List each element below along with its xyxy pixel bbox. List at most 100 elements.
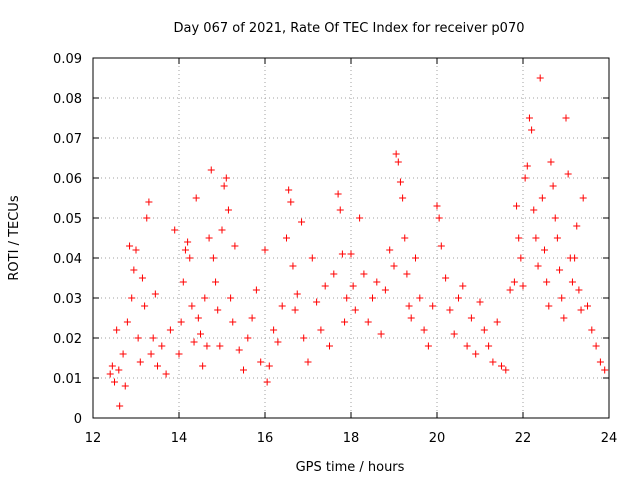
data-point (534, 262, 542, 270)
x-axis-label: GPS time / hours (296, 460, 405, 475)
y-tick-label: 0.03 (53, 292, 82, 307)
data-point (179, 278, 187, 286)
data-point (336, 206, 344, 214)
y-tick-label: 0.08 (53, 92, 82, 107)
data-point (405, 302, 413, 310)
data-point (229, 318, 237, 326)
data-point (192, 194, 200, 202)
data-point (396, 178, 404, 186)
data-point (143, 214, 151, 222)
data-point (446, 306, 454, 314)
data-point (360, 270, 368, 278)
data-point (536, 74, 544, 82)
data-point (532, 234, 540, 242)
data-point (571, 254, 579, 262)
data-point (596, 358, 604, 366)
data-point (220, 182, 228, 190)
data-point (568, 278, 576, 286)
data-point (111, 378, 118, 386)
data-point (283, 234, 290, 242)
data-point (364, 318, 372, 326)
data-point (472, 350, 480, 358)
data-point (138, 274, 146, 282)
data-point (209, 254, 217, 262)
data-point (121, 382, 129, 390)
data-point (218, 226, 226, 234)
data-point (199, 362, 207, 370)
y-tick-label: 0 (74, 412, 82, 427)
data-point (171, 226, 179, 234)
y-tick-label: 0.05 (53, 212, 82, 227)
data-point (158, 342, 166, 350)
data-point (588, 326, 596, 334)
data-point (149, 334, 157, 342)
data-point (480, 326, 488, 334)
data-point (399, 194, 407, 202)
data-point (263, 378, 271, 386)
data-point (141, 302, 149, 310)
data-point (420, 326, 428, 334)
data-point (435, 214, 443, 222)
data-point (455, 294, 462, 302)
data-point (285, 186, 293, 194)
data-point (592, 342, 600, 350)
data-point (575, 286, 583, 294)
data-point (510, 278, 518, 286)
data-point (373, 278, 381, 286)
data-point (467, 314, 475, 322)
data-point (341, 318, 349, 326)
data-point (543, 278, 551, 286)
data-point (326, 342, 333, 350)
data-point (459, 282, 467, 290)
data-point (166, 326, 174, 334)
data-point (119, 350, 127, 358)
data-point (116, 402, 124, 410)
x-tick-label: 22 (515, 431, 532, 446)
data-point (212, 278, 220, 286)
data-point (545, 302, 553, 310)
data-point (227, 294, 235, 302)
data-point (300, 334, 308, 342)
data-point (513, 202, 521, 210)
data-point (175, 350, 183, 358)
data-point (485, 342, 493, 350)
data-point (274, 338, 282, 346)
data-point (498, 362, 505, 370)
data-point (476, 298, 484, 306)
data-point (351, 306, 359, 314)
data-point (493, 318, 501, 326)
x-tick-label: 18 (343, 431, 360, 446)
data-point (257, 358, 265, 366)
data-point (304, 358, 312, 366)
axis-ticks: 0 0.01 0.02 0.03 0.04 0.05 0.06 0.07 0.08 0.09 12 1… (53, 52, 617, 446)
data-point (113, 326, 121, 334)
data-point (547, 158, 555, 166)
data-point (450, 330, 458, 338)
data-point (401, 234, 409, 242)
data-point (287, 198, 295, 206)
data-point (506, 286, 514, 294)
data-point (437, 242, 445, 250)
data-point (530, 206, 538, 214)
data-point (330, 270, 338, 278)
data-point (147, 350, 155, 358)
data-point (126, 242, 134, 250)
data-point (128, 294, 136, 302)
x-tick-label: 12 (85, 431, 102, 446)
data-point (123, 318, 131, 326)
data-point (278, 302, 286, 310)
data-point (489, 358, 497, 366)
data-point (291, 306, 299, 314)
data-point (442, 274, 450, 282)
data-point (145, 198, 153, 206)
data-point (381, 286, 389, 294)
data-point (244, 334, 252, 342)
data-point (349, 282, 357, 290)
data-point (181, 246, 189, 254)
y-tick-label: 0.02 (53, 332, 82, 347)
data-point (528, 126, 536, 134)
data-point (224, 206, 232, 214)
data-point (240, 366, 247, 374)
data-point (577, 306, 585, 314)
data-point (403, 270, 411, 278)
